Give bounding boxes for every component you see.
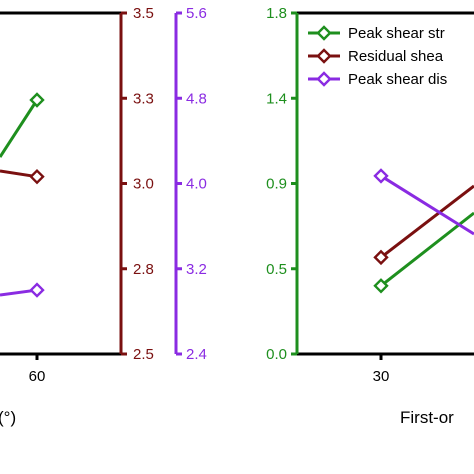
- residual-tick-label: 2.8: [133, 261, 154, 278]
- peak-strength-tick-label: 0.5: [266, 261, 287, 278]
- displacement-tick-label: 3.2: [186, 261, 207, 278]
- displacement-point: [29, 282, 45, 298]
- legend-marker: [316, 71, 332, 87]
- legend-label: Residual shea: [348, 48, 444, 65]
- legend-label: Peak shear dis: [348, 71, 447, 88]
- residual-point: [29, 168, 45, 185]
- x-tick-label: 30: [373, 368, 390, 385]
- peak-strength-tick-label: 0.9: [266, 176, 287, 193]
- displacement-point: [373, 168, 389, 184]
- right-panel: 0.0 0.5 0.9 1.4 1.8 30 First-or Peak shear str R…: [266, 5, 474, 427]
- residual-tick-label: 2.5: [133, 346, 154, 363]
- residual-tick-label: 3.5: [133, 5, 154, 22]
- residual-line: [380, 184, 474, 259]
- legend-marker: [316, 48, 332, 64]
- peak-strength-tick-label: 0.0: [266, 346, 287, 363]
- x-tick-label: 60: [29, 368, 46, 385]
- displacement-tick-label: 4.8: [186, 90, 207, 107]
- displacement-line: [380, 174, 474, 236]
- x-axis-title: (°): [0, 408, 16, 427]
- residual-tick-label: 3.0: [133, 176, 154, 193]
- left-panel: 60 (°) 2.5 2.8 3.0 3.3 3.5 2.4 3.2 4.0 4.8 5.6: [0, 5, 207, 427]
- legend-marker: [316, 25, 332, 41]
- displacement-tick-label: 5.6: [186, 5, 207, 22]
- residual-tick-label: 3.3: [133, 90, 154, 107]
- peak-strength-tick-label: 1.4: [266, 90, 287, 107]
- displacement-tick-label: 4.0: [186, 176, 207, 193]
- displacement-tick-label: 2.4: [186, 346, 207, 363]
- peak-strength-point: [373, 278, 389, 294]
- x-axis-title: First-or: [400, 408, 454, 427]
- peak-strength-tick-label: 1.8: [266, 5, 287, 22]
- residual-point: [373, 249, 389, 266]
- peak-strength-point: [29, 92, 45, 108]
- peak-strength-line: [0, 99, 39, 158]
- legend-label: Peak shear str: [348, 25, 445, 42]
